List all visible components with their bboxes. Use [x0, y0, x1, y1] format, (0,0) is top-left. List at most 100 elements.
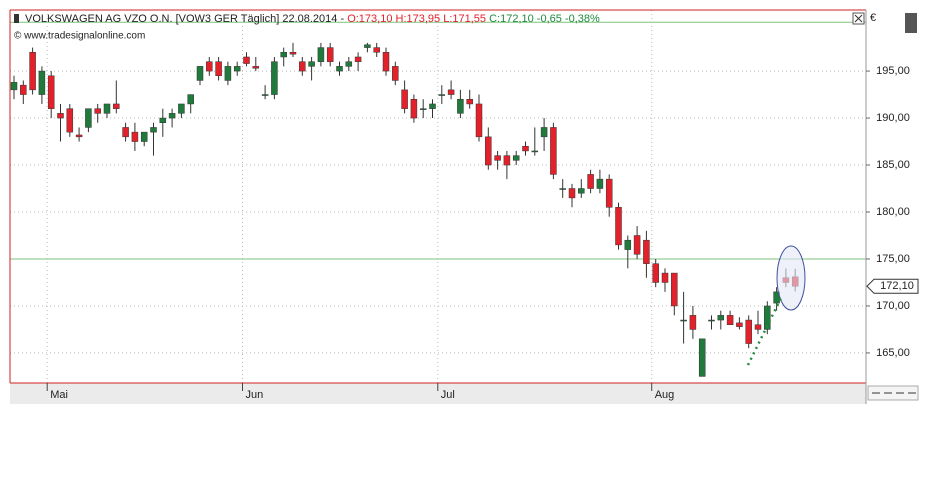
candle-body	[308, 61, 315, 67]
candle-body	[494, 155, 501, 161]
x-tick-label: Jul	[441, 389, 455, 401]
candle-body	[550, 127, 557, 175]
candle-body	[736, 322, 743, 327]
candle-body	[206, 61, 213, 72]
candle-body	[168, 113, 176, 119]
candle-body	[419, 108, 427, 110]
candle-body	[299, 61, 306, 72]
y-tick-label: 185,00	[876, 159, 910, 171]
close-icon	[854, 14, 863, 23]
candle-body	[717, 315, 725, 321]
candle-body	[131, 131, 139, 142]
candle-body	[615, 207, 622, 246]
candle-body	[726, 315, 734, 325]
candle-body	[215, 61, 222, 77]
trend-line	[746, 297, 783, 366]
candle-body	[540, 127, 548, 138]
chart-header: VOLKSWAGEN AG VZO O.N. [VOW3 GER Täglich…	[25, 13, 600, 25]
candle-body	[698, 338, 706, 377]
candle-body	[401, 89, 408, 109]
series-icon	[14, 14, 19, 23]
change-text: C:172,10 -0,65 -0,38%	[489, 13, 600, 25]
candle-body	[261, 94, 269, 96]
candle-body	[438, 94, 446, 96]
candle-body	[596, 178, 604, 189]
y-tick-label: 190,00	[876, 112, 910, 124]
candle-body	[66, 108, 74, 133]
candle-body	[745, 319, 752, 344]
y-tick-label: 180,00	[876, 206, 910, 218]
candles	[10, 42, 799, 377]
candle-body	[271, 61, 278, 95]
candle-body	[354, 56, 362, 62]
candle-body	[140, 131, 148, 142]
candle-body	[243, 56, 250, 64]
chart-title: VOLKSWAGEN AG VZO O.N. [VOW3 GER Täglich…	[25, 13, 344, 25]
x-tick-label: Aug	[655, 389, 675, 401]
candle-body	[429, 103, 436, 109]
candle-body	[680, 319, 687, 322]
candle-body	[661, 272, 669, 283]
candle-body	[20, 84, 27, 95]
candle-body	[159, 117, 167, 123]
y-tick-label: 165,00	[876, 347, 910, 359]
candle-body	[605, 178, 613, 208]
candle-body	[447, 89, 455, 95]
candle-body	[764, 305, 771, 330]
candle-body	[85, 108, 92, 128]
candle-body	[196, 66, 204, 81]
candle-body	[512, 155, 520, 161]
candle-body	[57, 113, 64, 119]
candle-body	[224, 66, 232, 81]
y-tick-label: 195,00	[876, 65, 910, 77]
candle-body	[624, 239, 632, 250]
candle-body	[336, 66, 343, 72]
y-axis-band	[866, 10, 920, 404]
candle-body	[522, 145, 529, 152]
candle-body	[633, 235, 641, 255]
candle-body	[150, 127, 157, 133]
candle-body	[122, 127, 129, 138]
candle-body	[457, 99, 464, 114]
last-price-label: 172,10	[880, 280, 914, 292]
scroll-controls[interactable]	[867, 385, 919, 401]
candle-body	[289, 52, 297, 55]
candle-body	[392, 66, 399, 81]
candle-body	[113, 103, 120, 109]
highlight-ellipse	[776, 245, 806, 311]
candle-body	[578, 188, 585, 194]
candle-body	[364, 44, 371, 48]
candle-body	[373, 47, 380, 53]
candle-body	[187, 94, 194, 105]
candle-body	[382, 52, 390, 72]
candle-body	[233, 66, 241, 72]
grid	[10, 10, 866, 383]
x-tick-label: Jun	[246, 389, 264, 401]
ohlc-text: O:173,10 H:173,95 L:171,55	[347, 13, 486, 25]
candle-body	[475, 103, 483, 138]
candle-body	[317, 47, 325, 62]
candle-body	[103, 103, 111, 114]
axis-button[interactable]	[905, 13, 917, 33]
candle-body	[643, 239, 650, 264]
candle-body	[280, 52, 287, 58]
candle-body	[47, 75, 55, 109]
candle-body	[503, 155, 511, 166]
y-tick-label: 175,00	[876, 253, 910, 265]
candle-body	[485, 136, 492, 166]
candle-body	[326, 47, 334, 62]
x-tick-label: Mai	[50, 389, 68, 401]
last-price-marker	[866, 278, 919, 294]
candle-body	[568, 188, 576, 199]
scroll-box[interactable]	[867, 385, 919, 401]
candle-body	[178, 103, 185, 114]
candle-body	[10, 82, 18, 91]
candle-body	[466, 99, 473, 105]
candle-body	[559, 188, 566, 190]
candle-body	[671, 272, 678, 307]
candle-body	[252, 66, 260, 69]
candle-body	[587, 174, 594, 189]
candle-body	[410, 99, 418, 119]
candle-body	[38, 70, 46, 95]
